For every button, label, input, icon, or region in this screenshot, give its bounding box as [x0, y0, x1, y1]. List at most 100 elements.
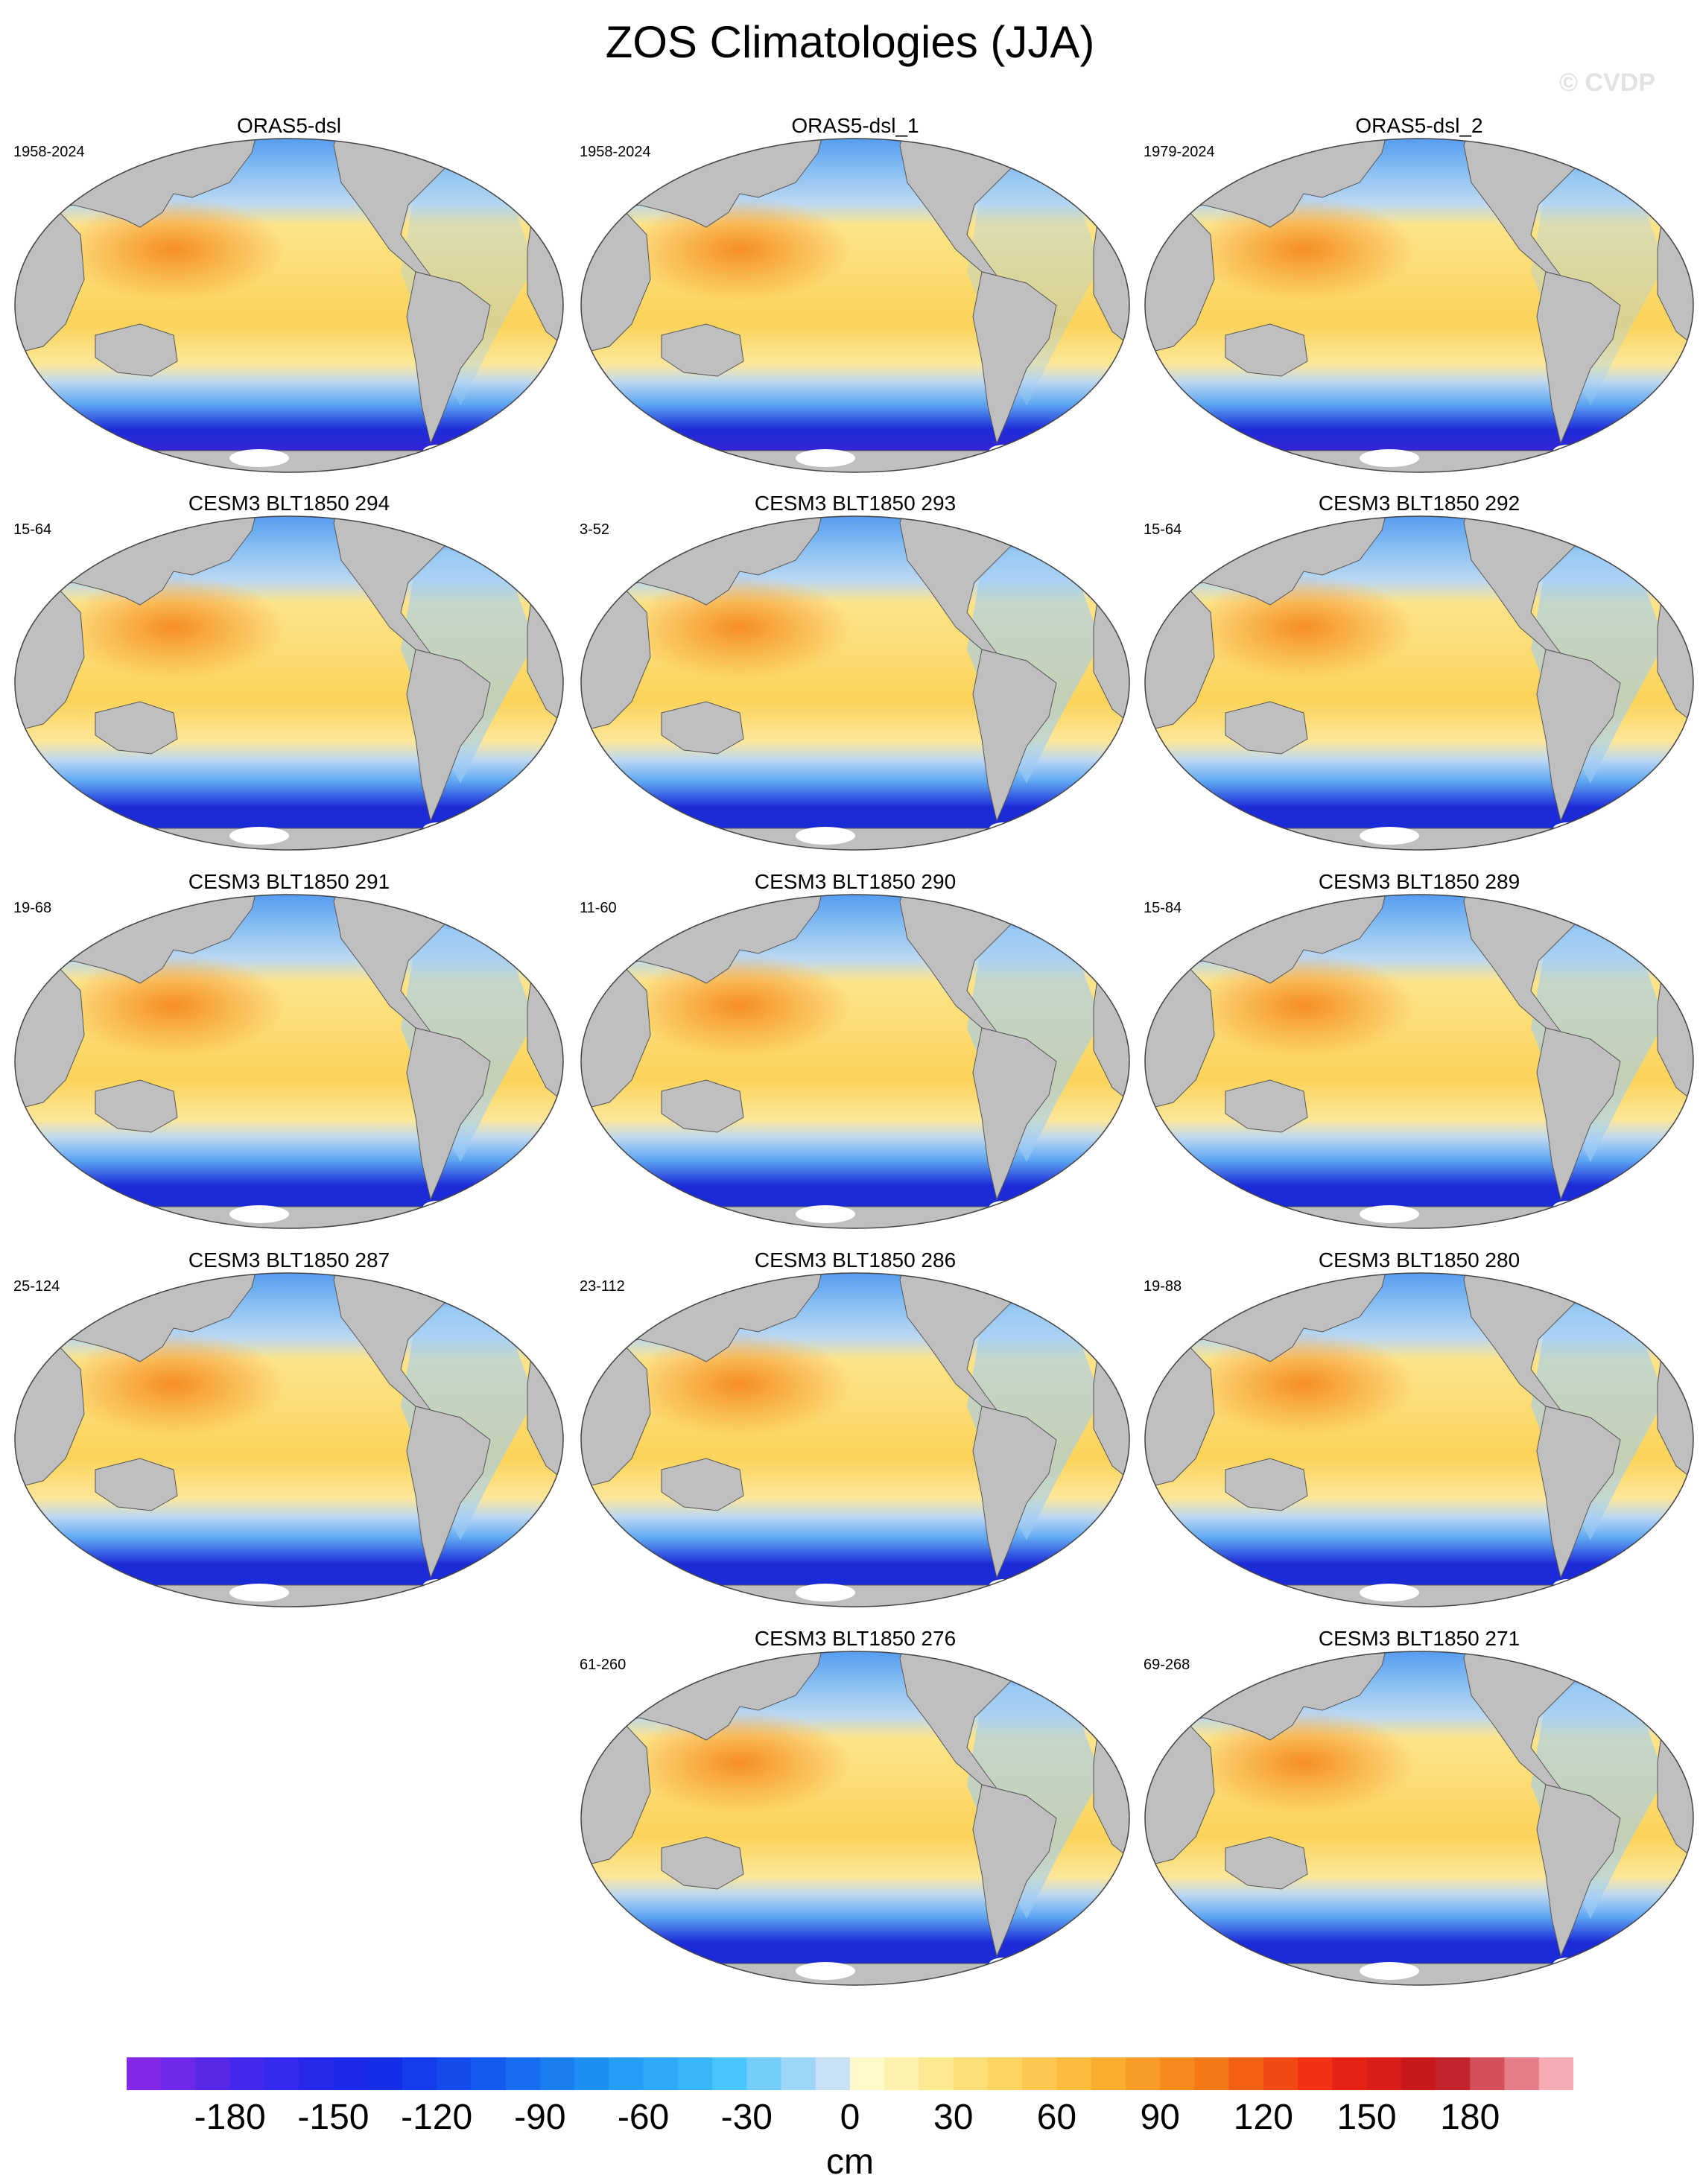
panel-title: CESM3 BLT1850 290: [754, 870, 957, 893]
colorbar-tick-label: 120: [1233, 2098, 1293, 2137]
colorbar-tick-label: 60: [1036, 2098, 1077, 2137]
colorbar-tick-label: -30: [720, 2098, 773, 2137]
colorbar-swatch: [505, 2057, 541, 2090]
colorbar-swatch: [539, 2057, 575, 2090]
colorbar-swatch: [919, 2057, 954, 2090]
map-svg: [14, 1272, 564, 1607]
colorbar-swatch: [1228, 2057, 1264, 2090]
colorbar: [127, 2057, 1573, 2090]
panel-years: 1979-2024: [1144, 144, 1215, 160]
colorbar-swatch: [850, 2057, 885, 2090]
map-svg: [580, 515, 1130, 851]
colorbar-tick-label: 90: [1140, 2098, 1180, 2137]
map-svg: [580, 138, 1130, 473]
colorbar-swatch: [1022, 2057, 1057, 2090]
colorbar-swatch: [1263, 2057, 1298, 2090]
colorbar-swatch: [1366, 2057, 1402, 2090]
panel-years: 19-68: [13, 900, 52, 916]
panel-title: CESM3 BLT1850 280: [1318, 1248, 1520, 1272]
map-svg: [1144, 1651, 1694, 1986]
colorbar-swatch: [437, 2057, 472, 2090]
colorbar-unit-label: cm: [826, 2142, 874, 2182]
watermark: © CVDP: [1559, 69, 1655, 97]
colorbar-tick-label: 180: [1440, 2098, 1500, 2137]
colorbar-swatch: [1401, 2057, 1436, 2090]
colorbar-swatch: [712, 2057, 747, 2090]
panel-years: 19-88: [1144, 1278, 1182, 1295]
map-svg: [1144, 1272, 1694, 1607]
panel-title: CESM3 BLT1850 291: [188, 870, 390, 893]
map-panel: CESM3 BLT1850 276 61-260: [580, 1627, 1131, 2001]
colorbar-tick-label: 30: [933, 2098, 974, 2137]
colorbar-swatch: [1091, 2057, 1126, 2090]
colorbar-swatch: [1125, 2057, 1161, 2090]
panel-years: 1958-2024: [580, 144, 651, 160]
colorbar-swatch: [333, 2057, 369, 2090]
map-panel: CESM3 BLT1850 280 19-88: [1144, 1248, 1695, 1622]
colorbar-swatch: [609, 2057, 644, 2090]
colorbar-swatch: [781, 2057, 816, 2090]
colorbar-swatch: [953, 2057, 989, 2090]
colorbar-swatch: [677, 2057, 713, 2090]
map-panel: CESM3 BLT1850 293 3-52: [580, 492, 1131, 866]
map-panel: CESM3 BLT1850 292 15-64: [1144, 492, 1695, 866]
colorbar-swatch: [299, 2057, 334, 2090]
panel-years: 15-64: [1144, 521, 1182, 538]
map-panel: CESM3 BLT1850 290 11-60: [580, 870, 1131, 1244]
panel-years: 25-124: [13, 1278, 60, 1295]
colorbar-swatch: [643, 2057, 679, 2090]
panel-title: CESM3 BLT1850 292: [1318, 492, 1520, 515]
panel-title: ORAS5-dsl_1: [791, 114, 919, 137]
colorbar-swatch: [1332, 2057, 1368, 2090]
colorbar-swatch: [1436, 2057, 1471, 2090]
colorbar-swatch: [402, 2057, 437, 2090]
colorbar-swatch: [884, 2057, 919, 2090]
panel-title: CESM3 BLT1850 276: [754, 1627, 957, 1650]
panel-title: CESM3 BLT1850 294: [188, 492, 390, 515]
map-svg: [580, 894, 1130, 1229]
colorbar-tick-label: 0: [840, 2098, 860, 2137]
map-svg: [14, 515, 564, 851]
colorbar-swatch: [1194, 2057, 1230, 2090]
map-panel: ORAS5-dsl_2 1979-2024: [1144, 114, 1695, 488]
colorbar-swatch: [471, 2057, 507, 2090]
colorbar-swatch: [574, 2057, 609, 2090]
colorbar-swatch: [987, 2057, 1023, 2090]
colorbar-swatch: [1470, 2057, 1506, 2090]
panel-title: ORAS5-dsl: [236, 114, 342, 137]
colorbar-swatches: [127, 2057, 1573, 2090]
panel-title: ORAS5-dsl_2: [1355, 114, 1483, 137]
colorbar-swatch: [264, 2057, 299, 2090]
map-panel: CESM3 BLT1850 287 25-124: [13, 1248, 565, 1622]
panel-years: 23-112: [580, 1278, 625, 1295]
colorbar-tick-label: -120: [401, 2098, 473, 2137]
panel-years: 3-52: [580, 521, 610, 538]
colorbar-swatch: [367, 2057, 403, 2090]
map-panel: CESM3 BLT1850 271 69-268: [1144, 1627, 1695, 2001]
colorbar-swatch: [1298, 2057, 1333, 2090]
colorbar-swatch: [195, 2057, 231, 2090]
colorbar-swatch: [229, 2057, 265, 2090]
map-svg: [1144, 515, 1694, 851]
colorbar-tick-label: -60: [617, 2098, 670, 2137]
map-panel: ORAS5-dsl 1958-2024: [13, 114, 565, 488]
panel-title: CESM3 BLT1850 293: [754, 492, 957, 515]
panel-title: CESM3 BLT1850 271: [1318, 1627, 1520, 1650]
panel-years: 11-60: [580, 900, 617, 916]
map-panel: ORAS5-dsl_1 1958-2024: [580, 114, 1131, 488]
map-svg: [14, 894, 564, 1229]
colorbar-tick-label: -180: [194, 2098, 266, 2137]
figure-title: ZOS Climatologies (JJA): [605, 17, 1095, 67]
colorbar-swatch: [161, 2057, 196, 2090]
panel-title: CESM3 BLT1850 287: [188, 1248, 390, 1272]
map-svg: [1144, 894, 1694, 1229]
colorbar-tick-label: -150: [297, 2098, 370, 2137]
panel-title: CESM3 BLT1850 289: [1318, 870, 1520, 893]
map-panel: CESM3 BLT1850 291 19-68: [13, 870, 565, 1244]
map-panel: CESM3 BLT1850 289 15-84: [1144, 870, 1695, 1244]
panel-years: 15-84: [1144, 900, 1182, 916]
colorbar-swatch: [1538, 2057, 1573, 2090]
colorbar-swatch: [127, 2057, 162, 2090]
panel-title: CESM3 BLT1850 286: [754, 1248, 957, 1272]
map-panel: CESM3 BLT1850 286 23-112: [580, 1248, 1131, 1622]
